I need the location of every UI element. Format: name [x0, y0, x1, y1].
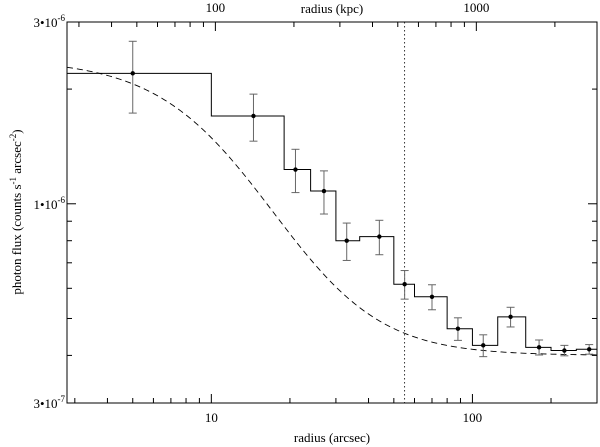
ticks: [67, 21, 598, 404]
data-point: [586, 347, 592, 352]
x2-tick-label: 1000: [463, 0, 489, 15]
data-point: [455, 326, 461, 331]
beta-model-curve: [66, 66, 598, 356]
x-tick-label: 100: [463, 410, 483, 425]
data-point: [321, 188, 327, 194]
data-point: [344, 238, 349, 243]
data-point: [251, 113, 256, 119]
histogram: [67, 72, 597, 352]
data-points: [128, 40, 594, 358]
x-axis-label: radius (arcsec): [294, 430, 370, 445]
y-tick-label: 3•10-6: [33, 13, 65, 30]
data-point: [562, 348, 567, 353]
data-point: [293, 167, 298, 172]
tick-labels: 10 100 100 1000 3•10-7 1•10-6 3•10-6: [33, 0, 489, 425]
data-point: [429, 294, 435, 299]
model-curve: [66, 66, 598, 356]
data-point: [377, 234, 382, 239]
y-axis-label: photon flux (counts s-1 arcsec-2): [8, 129, 24, 294]
data-point: [536, 345, 542, 350]
y-tick-label: 3•10-7: [33, 394, 65, 411]
y-tick-label: 1•10-6: [33, 195, 65, 212]
x-tick-label: 10: [205, 410, 218, 425]
data-point: [508, 314, 513, 320]
data-point: [402, 282, 407, 287]
histogram-steps: [67, 72, 597, 352]
plot-frame: [66, 21, 598, 404]
x2-axis-label: radius (kpc): [301, 1, 363, 16]
data-point: [481, 343, 486, 348]
data-point: [130, 71, 135, 76]
x2-tick-label: 100: [206, 0, 226, 15]
